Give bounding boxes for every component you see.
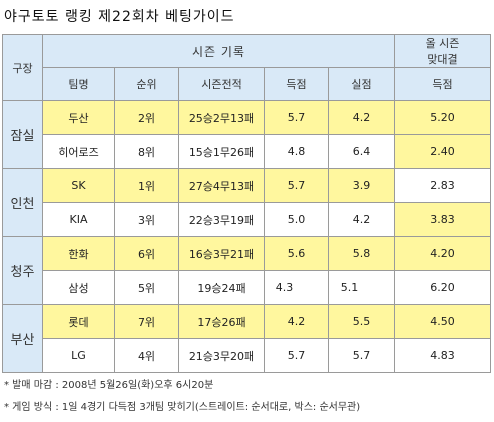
note-deadline: * 발매 마감 : 2008년 5월26일(화)오후 6시20분 xyxy=(4,380,214,391)
scored-cell: 5.6 xyxy=(264,236,329,271)
team-cell: LG xyxy=(42,338,115,373)
stadium-cell: 부산 xyxy=(2,304,43,373)
table-row: 청주 한화 6위 16승3무21패 5.6 5.8 4.20 xyxy=(2,236,491,305)
team-cell: KIA xyxy=(42,202,115,237)
header-row-sub: 팀명 순위 시즌전적 득점 실점 득점 xyxy=(3,67,491,101)
rank-cell: 6위 xyxy=(114,236,179,271)
record-cell: 17승26패 xyxy=(178,304,265,339)
notes: * 발매 마감 : 2008년 5월26일(화)오후 6시20분 * 게임 방식… xyxy=(4,378,360,422)
record-cell: 21승3무20패 xyxy=(178,338,265,373)
team-cell: 히어로즈 xyxy=(42,134,115,169)
allowed-cell: 5.1 xyxy=(328,270,395,305)
vs-scored-cell: 4.20 xyxy=(394,236,491,271)
allowed-cell: 6.4 xyxy=(328,134,395,169)
header-season-record: 시즌 기록 xyxy=(42,34,395,68)
header-stadium: 구장 xyxy=(2,34,43,101)
record-cell: 19승24패 xyxy=(178,270,265,305)
table-row: LG 4위 21승3무20패 5.7 5.7 4.83 xyxy=(3,338,491,373)
page-title: 야구토토 랭킹 제22회차 베팅가이드 xyxy=(4,9,235,25)
table-row: 잠실 두산 2위 25승2무13패 5.7 4.2 5.20 xyxy=(2,100,491,169)
rank-cell: 2위 xyxy=(114,100,179,135)
team-cell: 삼성 xyxy=(42,270,115,305)
vs-scored-cell: 2.83 xyxy=(394,168,491,203)
vs-scored-cell: 4.83 xyxy=(394,338,491,373)
header-team: 팀명 xyxy=(42,67,115,101)
team-cell: 한화 xyxy=(42,236,115,271)
allowed-cell: 5.5 xyxy=(328,304,395,339)
rank-cell: 8위 xyxy=(114,134,179,169)
table-row: 삼성 5위 19승24패 4.3 5.1 6.20 xyxy=(3,270,491,305)
vs-scored-cell: 2.40 xyxy=(394,134,491,169)
scored-cell: 5.0 xyxy=(264,202,329,237)
allowed-value: 5.1 xyxy=(340,281,359,294)
scored-cell: 4.3 xyxy=(264,270,329,305)
rank-cell: 3위 xyxy=(114,202,179,237)
stadium-cell: 청주 xyxy=(2,236,43,305)
team-cell: SK xyxy=(42,168,115,203)
team-cell: 두산 xyxy=(42,100,115,135)
rank-cell: 4위 xyxy=(114,338,179,373)
stadium-cell: 인천 xyxy=(2,168,43,237)
record-cell: 25승2무13패 xyxy=(178,100,265,135)
header-season-vs-line2: 맞대결 xyxy=(427,53,458,66)
scored-cell: 5.7 xyxy=(264,100,329,135)
team-cell: 롯데 xyxy=(42,304,115,339)
header-season-vs: 올 시즌 맞대결 xyxy=(394,34,491,68)
scored-cell: 5.7 xyxy=(264,168,329,203)
record-cell: 16승3무21패 xyxy=(178,236,265,271)
allowed-cell: 5.8 xyxy=(328,236,395,271)
table-row: KIA 3위 22승3무19패 5.0 4.2 3.83 xyxy=(3,202,491,237)
scored-cell: 5.7 xyxy=(264,338,329,373)
stadium-cell: 잠실 xyxy=(2,100,43,169)
table-row: 히어로즈 8위 15승1무26패 4.8 6.4 2.40 xyxy=(3,134,491,169)
allowed-cell: 4.2 xyxy=(328,100,395,135)
header-scored: 득점 xyxy=(264,67,329,101)
header-row-top: 구장 시즌 기록 올 시즌 맞대결 xyxy=(2,34,491,101)
betting-guide-table: 구장 시즌 기록 올 시즌 맞대결 팀명 순위 시즌전적 득점 실점 득점 잠실… xyxy=(2,34,491,373)
vs-scored-cell: 4.50 xyxy=(394,304,491,339)
record-cell: 22승3무19패 xyxy=(178,202,265,237)
vs-scored-cell: 5.20 xyxy=(394,100,491,135)
allowed-cell: 3.9 xyxy=(328,168,395,203)
header-rank: 순위 xyxy=(114,67,179,101)
allowed-cell: 5.7 xyxy=(328,338,395,373)
vs-scored-cell: 6.20 xyxy=(394,270,491,305)
scored-value: 4.3 xyxy=(275,281,294,294)
vs-scored-cell: 3.83 xyxy=(394,202,491,237)
record-cell: 27승4무13패 xyxy=(178,168,265,203)
scored-cell: 4.8 xyxy=(264,134,329,169)
header-season-vs-line1: 올 시즌 xyxy=(425,37,460,50)
rank-cell: 5위 xyxy=(114,270,179,305)
record-cell: 15승1무26패 xyxy=(178,134,265,169)
header-allowed: 실점 xyxy=(328,67,395,101)
rank-cell: 7위 xyxy=(114,304,179,339)
rank-cell: 1위 xyxy=(114,168,179,203)
note-game-method: * 게임 방식 : 1일 4경기 다득점 3개팀 맞히기(스트레이트: 순서대로… xyxy=(4,402,361,413)
header-record: 시즌전적 xyxy=(178,67,265,101)
table-row: 인천 SK 1위 27승4무13패 5.7 3.9 2.83 xyxy=(2,168,491,237)
scored-cell: 4.2 xyxy=(264,304,329,339)
table-row: 부산 롯데 7위 17승26패 4.2 5.5 4.50 xyxy=(2,304,491,373)
allowed-cell: 4.2 xyxy=(328,202,395,237)
header-vs-scored: 득점 xyxy=(394,67,491,101)
